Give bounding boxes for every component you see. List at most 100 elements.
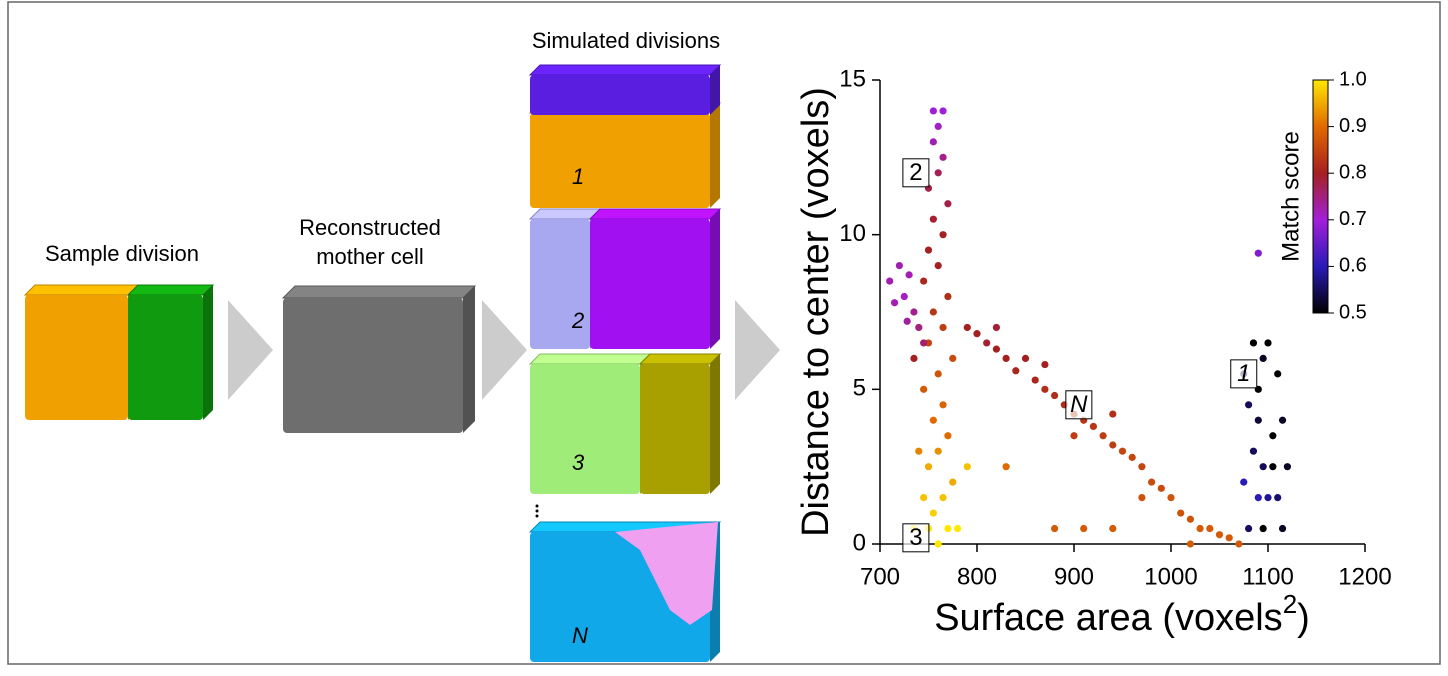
colorbar-label: Match score xyxy=(1277,131,1304,262)
point xyxy=(949,355,956,362)
point xyxy=(939,107,946,114)
point xyxy=(915,324,922,331)
figure: Sample division Reconstructed mother cel… xyxy=(0,0,1448,671)
colorbar-tick-label: 0.5 xyxy=(1339,301,1367,323)
x-tick-label: 800 xyxy=(957,563,997,590)
point xyxy=(1041,361,1048,368)
point xyxy=(1226,534,1233,541)
point xyxy=(939,324,946,331)
point xyxy=(920,494,927,501)
point xyxy=(930,509,937,516)
point xyxy=(935,123,942,130)
colorbar-tick-label: 0.9 xyxy=(1339,115,1367,137)
cell-face xyxy=(640,354,720,364)
point xyxy=(1279,417,1286,424)
x-axis-label-part: ) xyxy=(1297,597,1310,639)
sample-label: Sample division xyxy=(45,241,199,266)
point xyxy=(1260,525,1267,532)
division-label: 1 xyxy=(572,164,584,189)
point xyxy=(1051,392,1058,399)
point xyxy=(1269,432,1276,439)
point xyxy=(944,200,951,207)
x-tick-label: 700 xyxy=(860,563,900,590)
simulated-title: Simulated divisions xyxy=(532,28,720,53)
annotation: 3 xyxy=(909,524,922,551)
point xyxy=(1260,355,1267,362)
point xyxy=(920,386,927,393)
point xyxy=(1187,516,1194,523)
point xyxy=(891,299,898,306)
cell-face xyxy=(128,295,203,420)
arrow xyxy=(228,300,273,400)
cell-face xyxy=(203,285,213,420)
mother-label: Reconstructed xyxy=(299,215,441,240)
point xyxy=(1070,432,1077,439)
point xyxy=(1274,370,1281,377)
point xyxy=(1245,525,1252,532)
point xyxy=(1264,494,1271,501)
point xyxy=(1235,540,1242,547)
point xyxy=(993,346,1000,353)
arrow xyxy=(735,300,780,400)
point xyxy=(1269,463,1276,470)
point xyxy=(1260,463,1267,470)
point xyxy=(930,417,937,424)
point xyxy=(1109,525,1116,532)
point xyxy=(1003,463,1010,470)
point xyxy=(920,339,927,346)
point xyxy=(1197,525,1204,532)
point xyxy=(1051,525,1058,532)
point xyxy=(1090,423,1097,430)
point xyxy=(939,494,946,501)
point xyxy=(983,339,990,346)
point xyxy=(930,308,937,315)
point xyxy=(1100,432,1107,439)
point xyxy=(1255,417,1262,424)
y-axis-label: Distance to center (voxels) xyxy=(795,87,837,537)
y-tick-label: 0 xyxy=(853,529,866,556)
annotation: 1 xyxy=(1237,360,1250,387)
y-tick-label: 5 xyxy=(853,375,866,402)
point xyxy=(954,525,961,532)
cell-face xyxy=(530,65,720,75)
ellipsis-dot xyxy=(536,510,539,513)
point xyxy=(1041,386,1048,393)
y-tick-label: 15 xyxy=(839,65,866,92)
frame xyxy=(8,2,1440,664)
point xyxy=(944,432,951,439)
point xyxy=(901,293,908,300)
point xyxy=(939,154,946,161)
point xyxy=(935,370,942,377)
point xyxy=(910,308,917,315)
division-label: N xyxy=(572,623,588,648)
point xyxy=(1250,448,1257,455)
ellipsis-dot xyxy=(536,505,539,508)
point xyxy=(939,231,946,238)
cell-face xyxy=(590,219,710,349)
point xyxy=(935,169,942,176)
cell-face xyxy=(128,285,213,295)
point xyxy=(930,216,937,223)
cell-face xyxy=(25,285,138,295)
colorbar-tick-label: 0.8 xyxy=(1339,161,1367,183)
plot: 051015700800900100011001200Distance to c… xyxy=(795,65,1392,639)
point xyxy=(925,247,932,254)
point xyxy=(1138,463,1145,470)
point xyxy=(1206,525,1213,532)
point xyxy=(1255,250,1262,257)
point xyxy=(935,448,942,455)
colorbar-tick-label: 1.0 xyxy=(1339,68,1367,90)
cell-face xyxy=(463,286,475,433)
point xyxy=(925,463,932,470)
point xyxy=(930,138,937,145)
colorbar-tick-label: 0.6 xyxy=(1339,255,1367,277)
cell-face xyxy=(530,75,710,115)
point xyxy=(1148,479,1155,486)
point xyxy=(896,262,903,269)
cell-face xyxy=(710,103,720,208)
point xyxy=(1284,463,1291,470)
x-tick-label: 1200 xyxy=(1338,563,1391,590)
cell-face xyxy=(530,354,650,364)
colorbar-tick-label: 0.7 xyxy=(1339,208,1367,230)
x-axis-label: Surface area (voxels2) xyxy=(934,589,1310,639)
